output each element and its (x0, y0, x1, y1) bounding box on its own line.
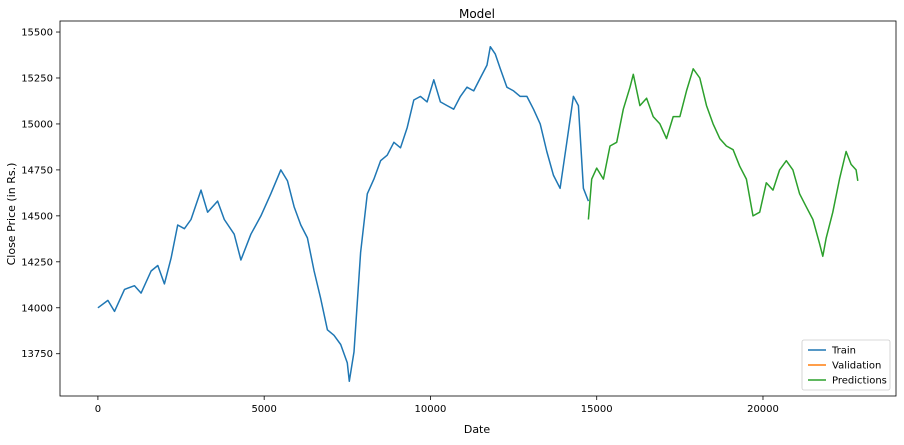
legend-label-validation: Validation (832, 361, 881, 372)
y-tick-label: 15250 (21, 73, 53, 84)
x-tick-label: 5000 (251, 404, 276, 415)
y-tick-label: 13750 (21, 349, 53, 360)
series-line-predictions (587, 68, 859, 258)
y-tick-label: 14000 (21, 303, 53, 314)
y-tick-label: 15000 (21, 119, 53, 130)
y-axis-ticks: 13750 14000 14250 14500 14750 15000 15250 15500 (21, 28, 60, 360)
y-tick-label: 15500 (21, 28, 53, 39)
y-axis-label: Close Price (in Rs.) (5, 163, 18, 266)
legend-box (801, 339, 891, 391)
legend-label-train: Train (831, 346, 856, 357)
x-axis-ticks: 0 5000 10000 15000 20000 (95, 396, 779, 415)
plot-area (59, 20, 897, 397)
y-tick-label: 14250 (21, 257, 53, 268)
x-tick-label: 20000 (747, 404, 779, 415)
legend: Train Validation Predictions (801, 339, 891, 391)
chart-title: Model (459, 7, 495, 21)
y-tick-label: 14750 (21, 165, 53, 176)
x-tick-label: 10000 (415, 404, 447, 415)
x-tick-label: 15000 (581, 404, 613, 415)
legend-label-predictions: Predictions (832, 376, 887, 387)
series-line-train (97, 45, 590, 383)
y-tick-label: 14500 (21, 211, 53, 222)
x-tick-label: 0 (95, 404, 101, 415)
series-layer (97, 45, 859, 383)
plot-frame (59, 20, 897, 397)
x-axis-label: Date (464, 423, 491, 436)
